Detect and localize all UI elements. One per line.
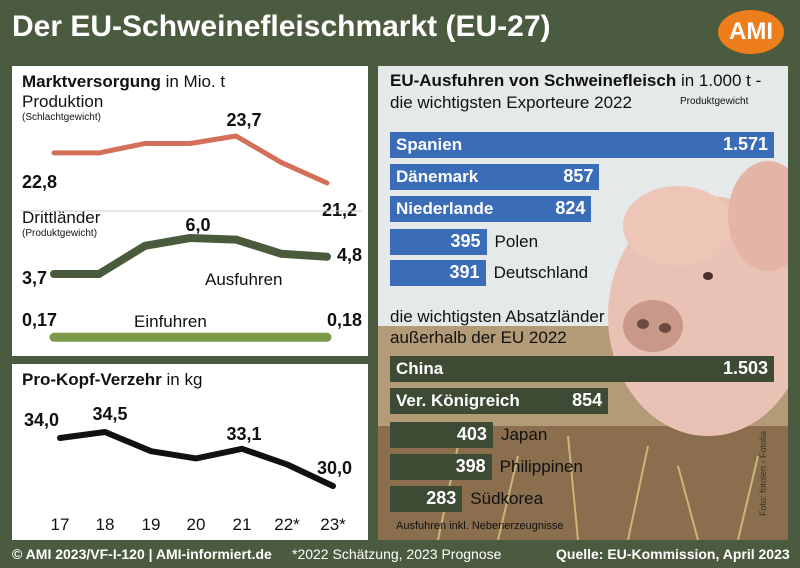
- x-tick-label: 20: [187, 515, 206, 534]
- bar-category-label: Japan: [500, 425, 548, 444]
- bar-category-label: Philippinen: [499, 457, 583, 476]
- footnote: Ausfuhren inkl. Nebenerzeugnisse: [396, 520, 564, 532]
- panel-heading: Marktversorgung in Mio. t: [22, 72, 225, 92]
- ami-logo: AMI: [718, 10, 784, 54]
- bar-value-label: 1.503: [722, 358, 768, 378]
- destinations-heading: die wichtigsten Absatzländer außerhalb d…: [390, 306, 605, 348]
- produktion-label: Produktion: [22, 92, 104, 111]
- bar: 1.571 Spanien: [390, 132, 774, 158]
- bar-value-label: 857: [563, 166, 594, 186]
- bar-category-label: Polen: [494, 232, 539, 251]
- produktion-note: (Schlachtgewicht): [22, 112, 101, 123]
- bar: 824 Niederlande: [390, 196, 592, 222]
- x-tick-label: 23*: [320, 515, 346, 534]
- x-tick-label: 17: [51, 515, 70, 534]
- drittlaender-label: Drittländer: [22, 208, 101, 227]
- bar-value-label: 391: [449, 262, 480, 282]
- heading-bold: Marktversorgung: [22, 72, 161, 91]
- bar-value-label: 395: [450, 231, 481, 251]
- bar-value-label: 398: [455, 456, 486, 476]
- x-tick-label: 18: [96, 515, 115, 534]
- bar: 854 Ver. Königreich: [390, 388, 609, 414]
- bar: 857 Dänemark: [390, 164, 600, 190]
- data-label: 23,7: [226, 110, 261, 130]
- heading-bold: Pro-Kopf-Verzehr: [22, 370, 162, 389]
- bar: 395: [390, 229, 487, 255]
- panel-heading: Pro-Kopf-Verzehr in kg: [22, 370, 202, 390]
- x-tick-label: 21: [233, 515, 252, 534]
- data-label: 0,17: [22, 310, 57, 330]
- footer-source: Quelle: EU-Kommission, April 2023: [556, 546, 790, 562]
- data-label: 30,0: [317, 458, 352, 478]
- bar-category-label: Südkorea: [470, 489, 544, 508]
- bar: 391: [390, 260, 486, 286]
- series-line-ausfuhren: [50, 234, 331, 278]
- bar-category-label: Niederlande: [396, 199, 494, 218]
- heading-unit: in Mio. t: [160, 72, 226, 91]
- data-label: 21,2: [322, 200, 357, 220]
- einfuhren-label: Einfuhren: [134, 312, 207, 331]
- series-line-produktion: [51, 133, 330, 186]
- drittlaender-note: (Produktgewicht): [22, 228, 98, 239]
- bar-value-label: 403: [456, 424, 487, 444]
- heading-bold: EU-Ausfuhren von Schweinefleisch: [390, 71, 677, 90]
- verzehr-chart: 34,0 34,5 33,1 30,0 17 18 19 20 21 22* 23*: [24, 404, 352, 534]
- bar-category-label: Spanien: [396, 135, 463, 154]
- photo-credit: Foto: fotolen - Fotolia: [758, 430, 768, 516]
- data-label: 34,5: [92, 404, 127, 424]
- x-tick-label: 19: [142, 515, 161, 534]
- data-label: 6,0: [185, 215, 210, 235]
- unit-note: Produktgewicht: [680, 96, 749, 107]
- bar-category-label: Deutschland: [493, 263, 589, 282]
- heading-unit: in 1.000 t -: [676, 71, 762, 90]
- panel-verzehr: Pro-Kopf-Verzehr in kg 34,0 34,5 33,1 30,0 1…: [12, 364, 368, 540]
- bar: 403: [390, 422, 493, 448]
- series-line-verzehr: [57, 429, 336, 489]
- footer-note: *2022 Schätzung, 2023 Prognose: [292, 546, 502, 562]
- footer-copyright: © AMI 2023/VF-I-120 | AMI-informiert.de: [12, 546, 272, 562]
- bar-value-label: 854: [572, 390, 603, 410]
- panel-marktversorgung: Marktversorgung in Mio. t Produktion (Sc…: [12, 66, 368, 356]
- dest-heading-line2: außerhalb der EU 2022: [390, 328, 567, 347]
- exports-subheading: die wichtigsten Exporteure 2022: [390, 93, 632, 112]
- data-label: 0,18: [327, 310, 362, 330]
- heading-unit: in kg: [161, 370, 203, 389]
- bar-category-label: Dänemark: [396, 167, 479, 186]
- data-label: 4,8: [337, 245, 362, 265]
- marktversorgung-chart: 22,8 23,7 21,2 3,7 6,0 4,8 0,17 0,18: [20, 110, 362, 342]
- bar-value-label: 824: [555, 198, 586, 218]
- bar: 398: [390, 454, 492, 480]
- exports-heading: EU-Ausfuhren von Schweinefleisch in 1.00…: [390, 71, 761, 91]
- page-title: Der EU-Schweinefleischmarkt (EU-27): [12, 10, 551, 43]
- dest-heading-line1: die wichtigsten Absatzländer: [390, 307, 605, 326]
- bar-value-label: 283: [426, 488, 457, 508]
- data-label: 3,7: [22, 268, 47, 288]
- bar-category-label: Ver. Königreich: [396, 391, 520, 410]
- panel-exports: EU-Ausfuhren von Schweinefleisch in 1.00…: [378, 66, 788, 540]
- bar-value-label: 1.571: [722, 134, 768, 154]
- data-label: 33,1: [226, 424, 261, 444]
- bar: 1.503 China: [390, 356, 774, 382]
- data-label: 34,0: [24, 410, 59, 430]
- ausfuhren-label: Ausfuhren: [205, 270, 283, 289]
- data-label: 22,8: [22, 172, 57, 192]
- bar-category-label: China: [396, 359, 444, 378]
- bar: 283: [390, 486, 463, 512]
- x-tick-label: 22*: [274, 515, 300, 534]
